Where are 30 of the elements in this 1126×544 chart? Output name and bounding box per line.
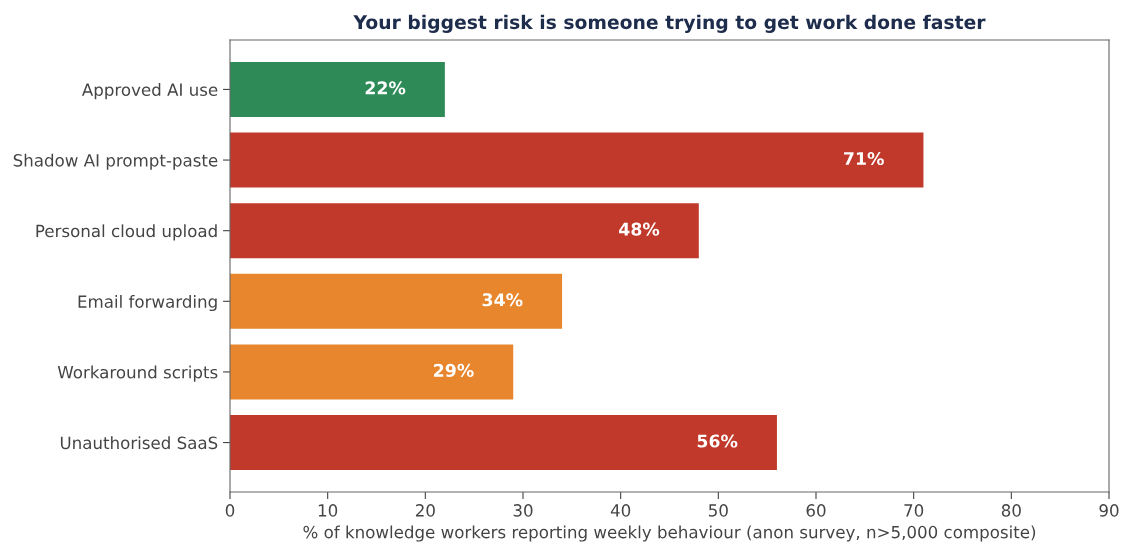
bar — [230, 203, 699, 259]
bar — [230, 415, 777, 471]
x-tick-label: 30 — [513, 504, 533, 517]
data-label: 22% — [365, 81, 406, 95]
y-tick-label: Email forwarding — [78, 294, 217, 312]
y-tick-label: Workaround scripts — [57, 365, 218, 382]
y-tick-label: Personal cloud upload — [36, 224, 217, 241]
x-axis-title: % of knowledge workers reporting weekly behaviour (anon survey, n>5,000 composite) — [303, 525, 1036, 542]
y-tick-label: Approved AI use — [81, 83, 218, 100]
x-tick-label: 10 — [318, 504, 338, 517]
data-label: 34% — [482, 293, 523, 307]
bar — [230, 61, 445, 117]
x-tick-label: 50 — [709, 504, 728, 517]
data-label: 29% — [434, 363, 474, 377]
data-label: 56% — [697, 434, 738, 448]
x-tick-label: 80 — [1001, 504, 1021, 517]
y-tick-label: Unauthorised SaaS — [60, 436, 218, 450]
x-tick-label: 60 — [806, 504, 826, 517]
data-label: 48% — [619, 222, 660, 236]
x-tick-label: 70 — [904, 504, 924, 517]
x-tick-label: 0 — [225, 504, 235, 517]
bar — [230, 344, 514, 400]
data-label: 71% — [844, 151, 884, 166]
x-tick-label: 40 — [610, 504, 631, 517]
bar — [230, 273, 563, 329]
bar — [230, 132, 924, 188]
x-tick-label: 20 — [415, 504, 435, 517]
x-tick-label: 90 — [1099, 504, 1119, 517]
y-tick-label: Shadow AI prompt-paste — [13, 153, 218, 170]
chart-title: Your biggest risk is someone trying to get work done faster — [353, 14, 986, 33]
